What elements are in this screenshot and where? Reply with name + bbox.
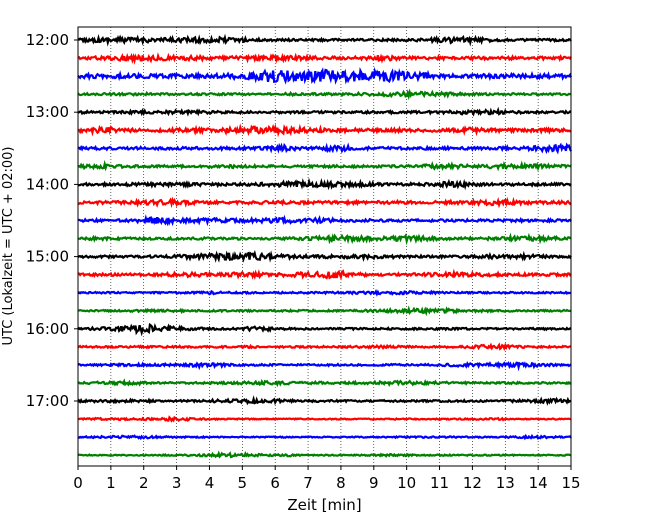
x-tick-label: 2 — [139, 474, 149, 492]
x-tick-label: 15 — [561, 474, 580, 492]
y-tick-label: 15:00 — [26, 248, 69, 266]
trace-1200 — [77, 33, 572, 47]
trace-1715 — [77, 415, 572, 423]
trace-1730 — [77, 433, 572, 441]
trace-1530 — [77, 289, 572, 297]
y-tick-label: 12:00 — [26, 31, 69, 49]
plot-frame — [77, 26, 572, 467]
trace-1345 — [77, 159, 572, 172]
x-tick-label: 8 — [336, 474, 346, 492]
x-tick-label: 13 — [496, 474, 515, 492]
trace-1645 — [77, 378, 572, 388]
trace-1415 — [77, 196, 572, 209]
x-axis-label: Zeit [min] — [287, 496, 361, 514]
y-tick-label: 16:00 — [26, 320, 69, 338]
trace-1600 — [77, 322, 572, 337]
x-tick-label: 3 — [172, 474, 182, 492]
x-tick-label: 9 — [369, 474, 379, 492]
y-axis-label: UTC (Lokalzeit = UTC + 02:00) — [1, 147, 16, 346]
trace-1400 — [77, 177, 572, 191]
trace-1330 — [77, 142, 572, 155]
y-tick-label: 17:00 — [26, 392, 69, 410]
x-tick-label: 7 — [303, 474, 313, 492]
x-tick-label: 0 — [73, 474, 83, 492]
x-tick-label: 1 — [106, 474, 116, 492]
x-tick-label: 4 — [205, 474, 215, 492]
trace-1500 — [77, 249, 572, 263]
trace-1630 — [77, 360, 572, 372]
trace-1615 — [77, 342, 572, 352]
y-tick-label: 13:00 — [26, 103, 69, 121]
trace-1430 — [77, 214, 572, 227]
grid-lines — [110, 27, 539, 466]
trace-1445 — [77, 232, 572, 246]
trace-1215 — [77, 52, 572, 65]
x-tick-label: 6 — [270, 474, 280, 492]
x-tick-label: 5 — [238, 474, 248, 492]
x-tick-label: 11 — [430, 474, 449, 492]
y-tick-label: 14:00 — [26, 175, 69, 193]
trace-1700 — [77, 395, 572, 406]
x-axis: 0 1 2 3 4 5 6 7 8 9 10 11 12 13 14 15 — [73, 466, 581, 492]
trace-1230 — [77, 66, 573, 85]
trace-1245 — [77, 88, 572, 101]
x-tick-label: 10 — [397, 474, 416, 492]
y-axis: 12:00 13:00 14:00 15:00 16:00 17:00 — [26, 31, 78, 410]
trace-1545 — [77, 305, 572, 317]
seismic-traces — [77, 33, 573, 459]
trace-1515 — [77, 268, 572, 281]
x-tick-label: 14 — [529, 474, 548, 492]
trace-1315 — [77, 123, 572, 138]
trace-1745 — [77, 450, 572, 459]
trace-1300 — [77, 106, 572, 117]
x-tick-label: 12 — [463, 474, 482, 492]
